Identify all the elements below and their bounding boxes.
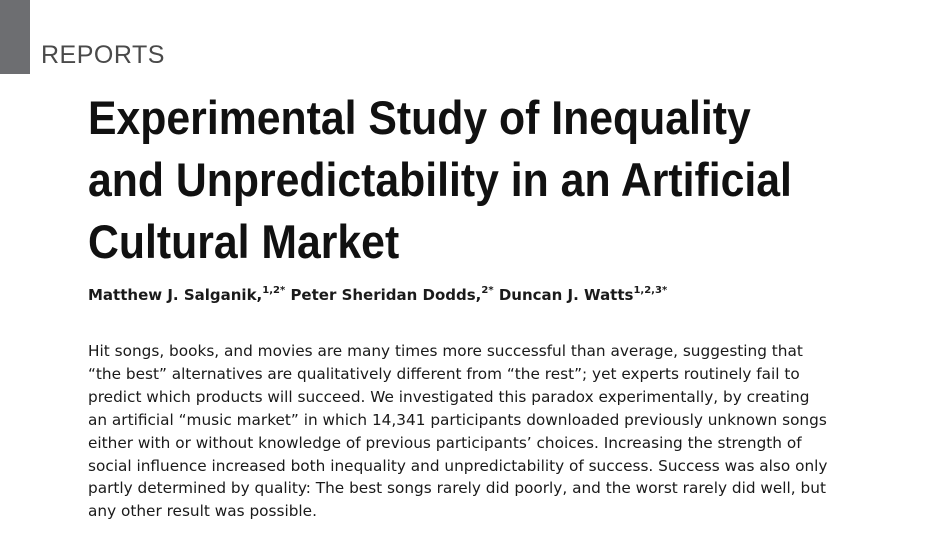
author-name: Peter Sheridan Dodds, bbox=[290, 286, 482, 304]
author-affiliation: 1,2,3 bbox=[633, 285, 662, 296]
author-mark: * bbox=[661, 285, 668, 296]
author-affiliation: 2 bbox=[481, 285, 489, 296]
author-list: Matthew J. Salganik,1,2* Peter Sheridan … bbox=[88, 283, 667, 307]
section-color-bar bbox=[0, 0, 30, 74]
author-name: Matthew J. Salganik, bbox=[88, 286, 263, 304]
author-mark: * bbox=[279, 285, 286, 296]
article-title: Experimental Study of Inequality and Unp… bbox=[88, 92, 792, 269]
author-mark: * bbox=[488, 285, 494, 296]
author-name: Duncan J. Watts bbox=[498, 286, 634, 304]
abstract-text: Hit songs, books, and movies are many ti… bbox=[88, 342, 828, 521]
author-affiliation: 1,2 bbox=[262, 285, 280, 296]
section-label: REPORTS bbox=[41, 41, 165, 69]
